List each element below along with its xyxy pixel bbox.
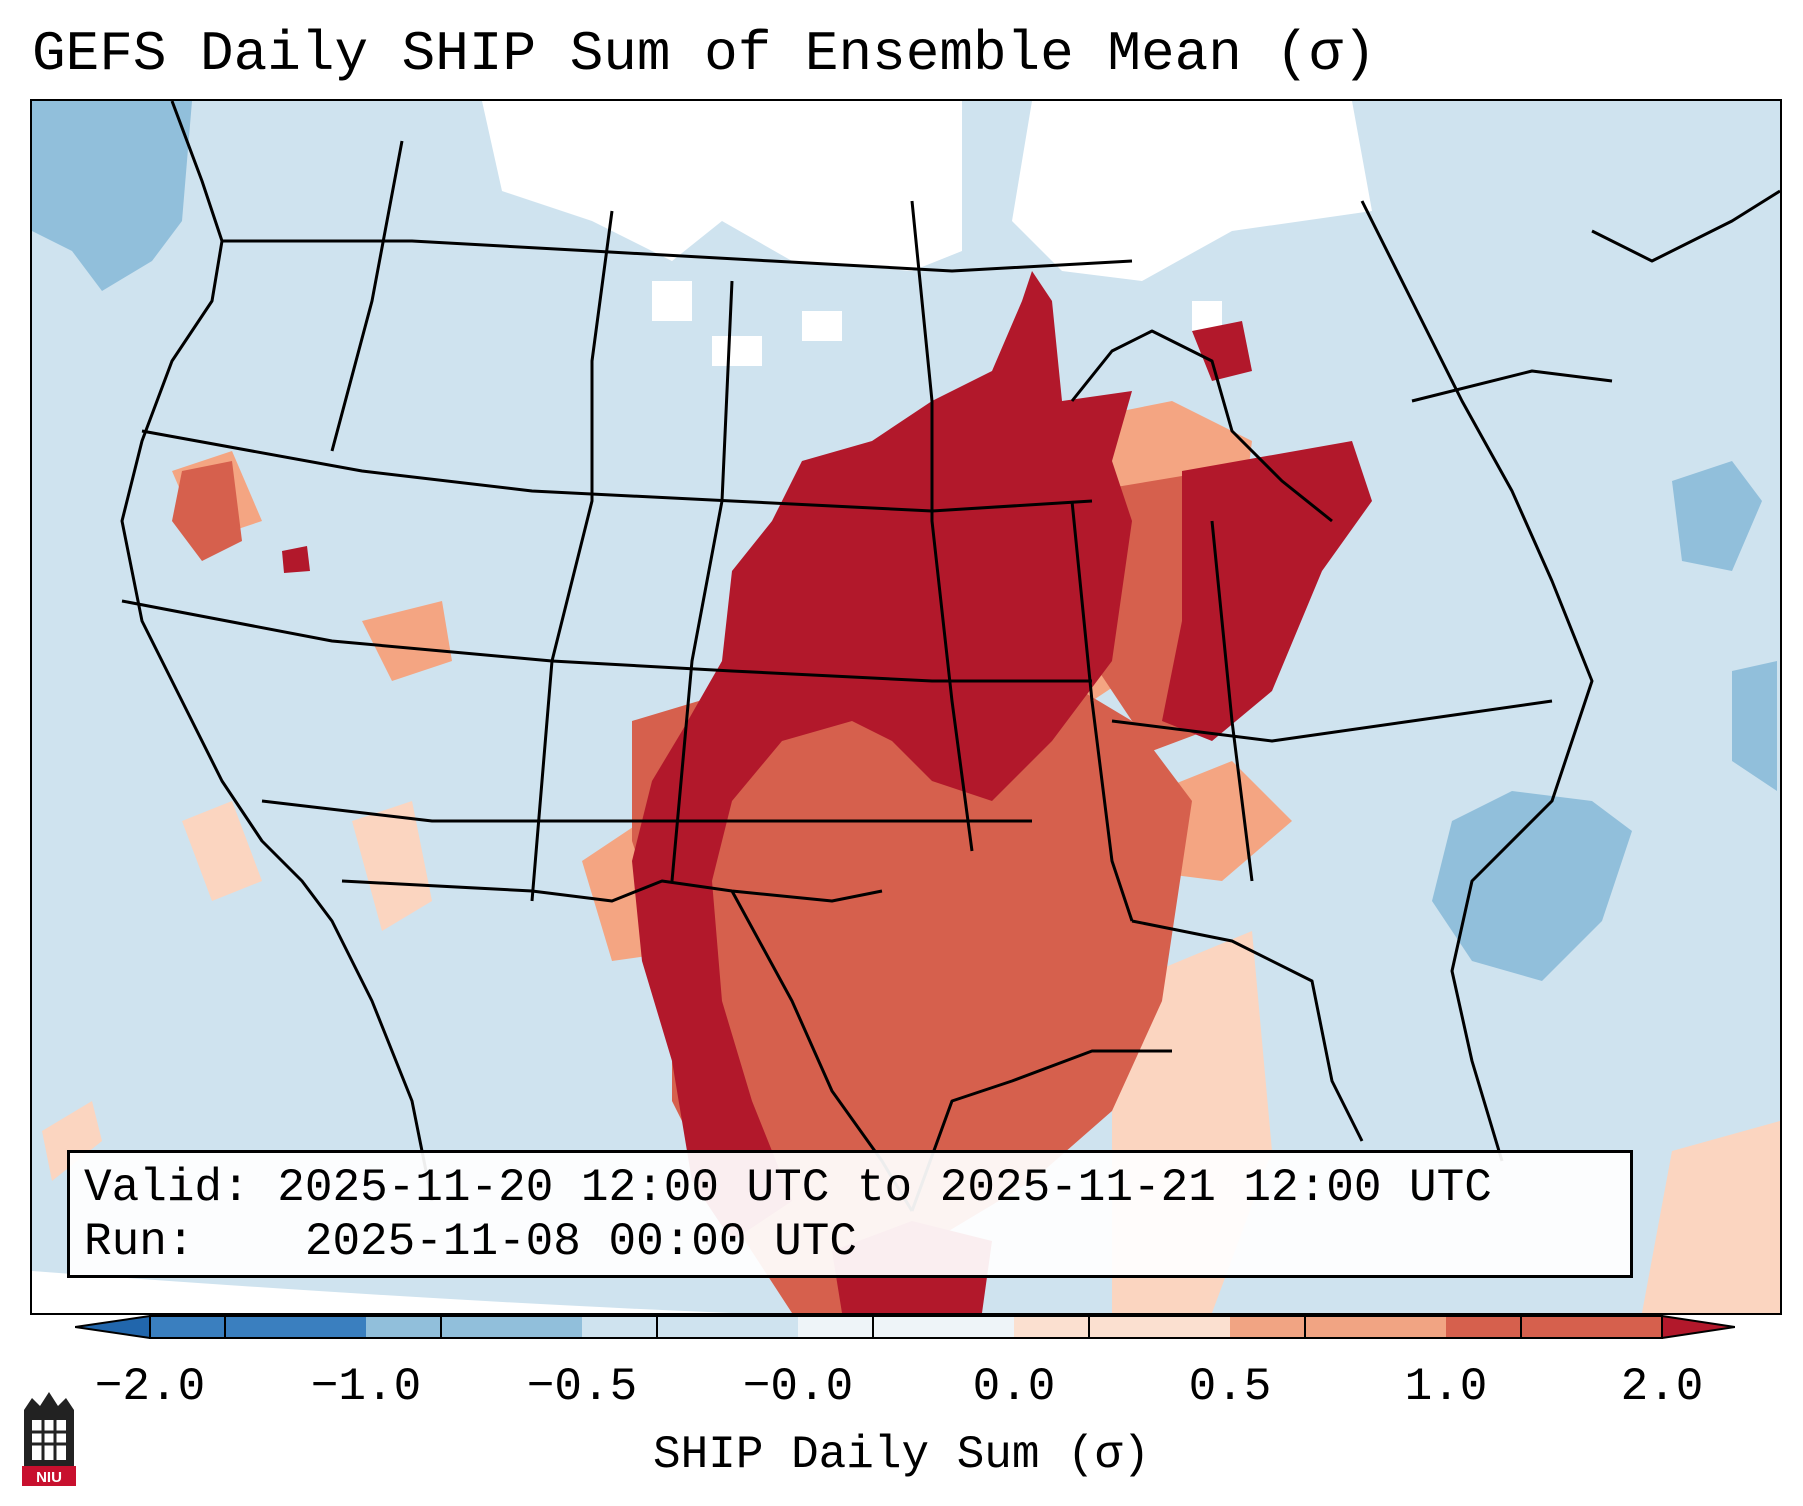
colorbar-segment	[582, 1316, 798, 1338]
colorbar-segment	[1446, 1316, 1662, 1338]
ship-map	[32, 101, 1780, 1313]
colorbar-extend-high	[1661, 1315, 1735, 1339]
colorbar-segment	[150, 1316, 366, 1338]
colorbar-extend-low	[75, 1315, 151, 1339]
run-value: 2025-11-08 00:00 UTC	[304, 1216, 857, 1268]
colorbar-tick-label: 1.0	[1404, 1361, 1488, 1413]
colorbar-segment	[366, 1316, 582, 1338]
colorbar-label: SHIP Daily Sum (σ)	[653, 1429, 1150, 1481]
colorbar-tick-label: 2.0	[1620, 1361, 1704, 1413]
colorbar-tick-label: 0.0	[972, 1361, 1056, 1413]
colorbar-tick-label: −1.0	[310, 1361, 422, 1413]
valid-value: 2025-11-20 12:00 UTC to 2025-11-21 12:00…	[277, 1162, 1492, 1214]
colorbar-tick-label: −2.0	[94, 1361, 206, 1413]
colorbar-tick-label: −0.0	[742, 1361, 854, 1413]
logo-text: NIU	[36, 1469, 62, 1486]
info-box: Valid: 2025-11-20 12:00 UTC to 2025-11-2…	[67, 1150, 1633, 1278]
niu-logo: NIU	[22, 1392, 76, 1486]
projection-edge	[32, 1271, 732, 1313]
valid-label: Valid:	[84, 1162, 250, 1214]
near-zero-field	[482, 101, 1372, 366]
run-label: Run:	[84, 1216, 195, 1268]
colorbar-tick-label: −0.5	[526, 1361, 638, 1413]
colorbar	[75, 1315, 1735, 1339]
colorbar-segment	[1230, 1316, 1446, 1338]
colorbar-segment	[798, 1316, 1014, 1338]
map-title: GEFS Daily SHIP Sum of Ensemble Mean (σ)	[32, 22, 1377, 86]
boundaries	[120, 101, 1780, 1212]
colorbar-tick-label: 0.5	[1188, 1361, 1272, 1413]
negative-anomaly-field	[32, 101, 1777, 981]
map-panel	[30, 99, 1782, 1315]
colorbar-segment	[1014, 1316, 1230, 1338]
